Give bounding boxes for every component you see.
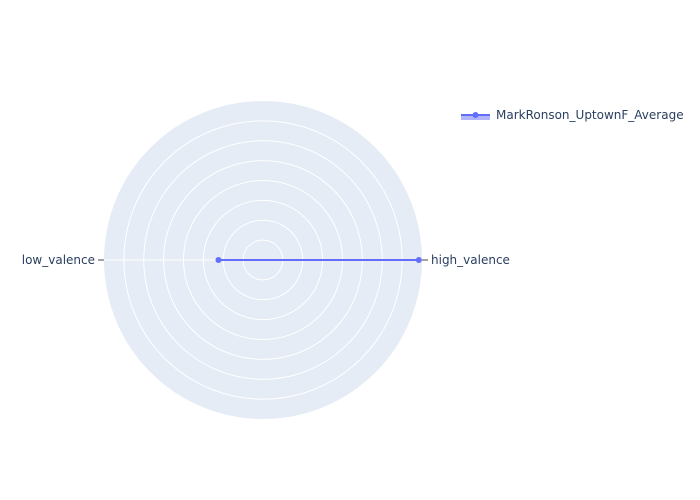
legend-label-series: MarkRonson_UptownF_Average	[496, 108, 684, 122]
angular-label-high-valence: high_valence	[431, 253, 510, 267]
legend-marker	[472, 112, 479, 118]
angular-label-low-valence: low_valence	[22, 253, 95, 267]
series-layer	[215, 257, 422, 263]
data-point-low-valence[interactable]	[215, 257, 222, 263]
legend[interactable]: MarkRonson_UptownF_Average	[461, 108, 684, 122]
angular-axis: high_valence low_valence	[22, 253, 510, 267]
data-point-high-valence[interactable]	[415, 257, 422, 263]
